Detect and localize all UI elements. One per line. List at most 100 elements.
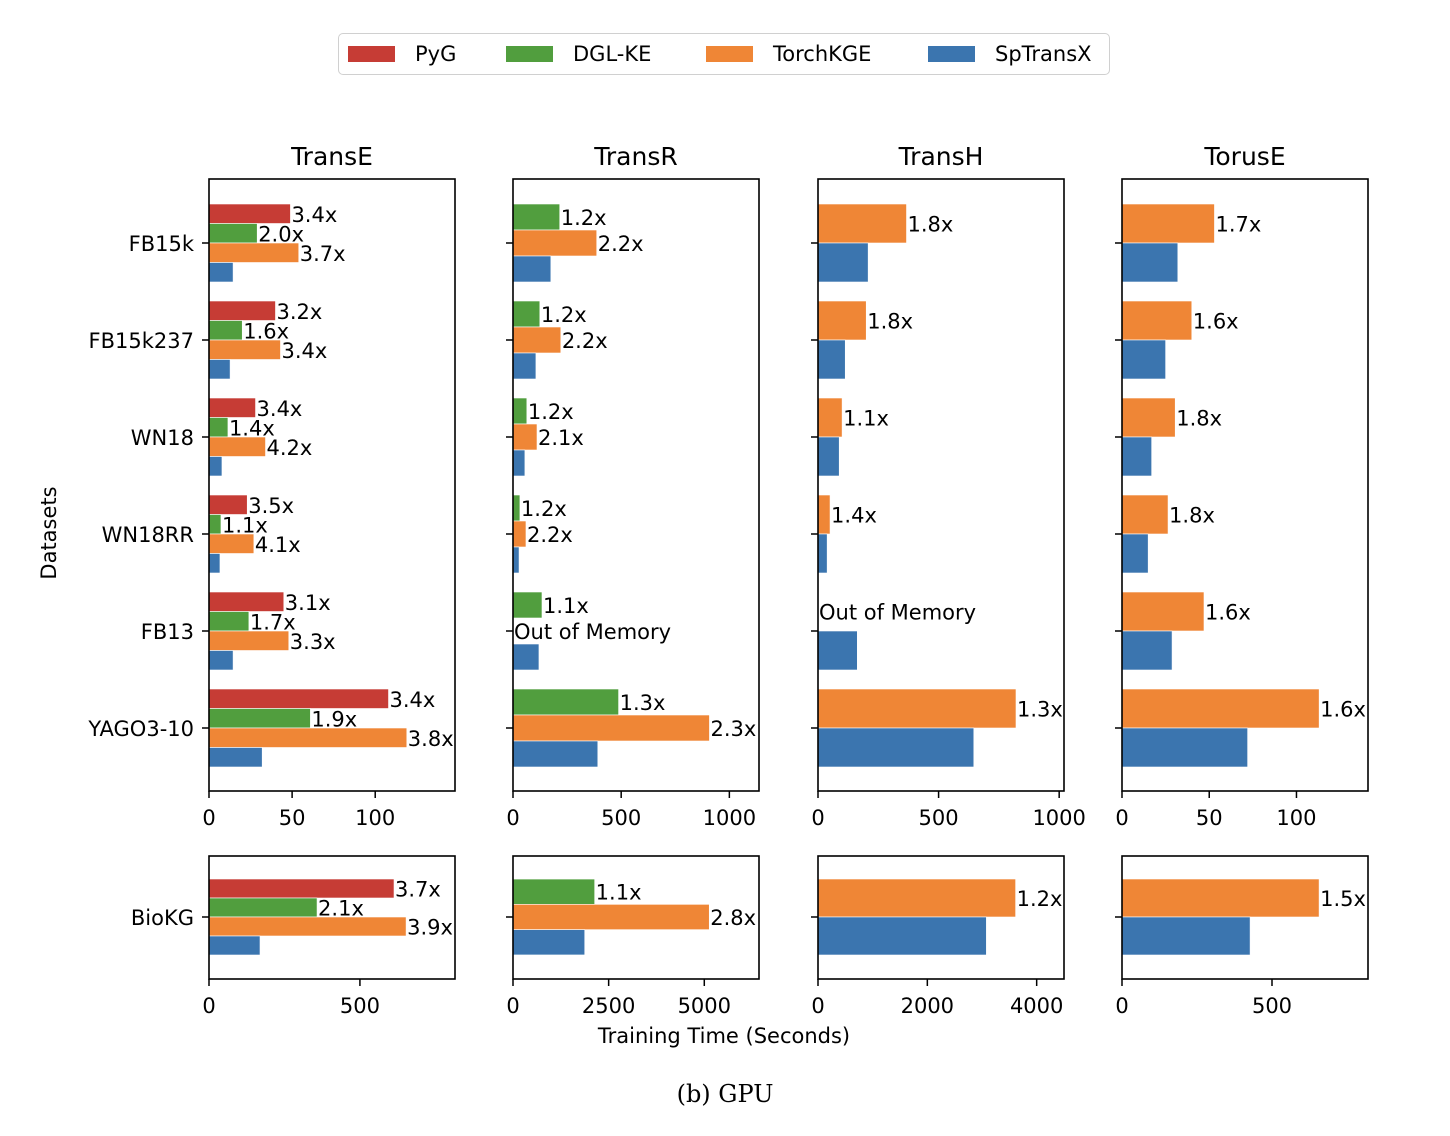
bar-torchkge-fb15k237-transr	[512, 326, 562, 354]
bar-sptransx-yago3-10-transh	[817, 727, 975, 768]
bar-sptransx-yago3-10-transr	[512, 740, 599, 768]
x-tick-label-50-toruse: 50	[1196, 806, 1223, 830]
legend-swatch-sptransx	[928, 46, 975, 62]
figure-caption: (b) GPU	[676, 1080, 774, 1108]
bar-torchkge-wn18-transr	[512, 423, 538, 451]
bar-torchkge-biokg-transh-biokg	[817, 878, 1016, 918]
data-label-torchkge-fb15k-toruse: 1.7x	[1215, 213, 1261, 237]
data-label-torchkge-wn18rr-transh: 1.4x	[831, 504, 877, 528]
bar-torchkge-wn18rr-toruse	[1121, 494, 1169, 535]
bar-sptransx-wn18-transh	[817, 436, 840, 477]
data-label-torchkge-fb15k237-transr: 2.2x	[562, 329, 608, 353]
bar-sptransx-wn18rr-toruse	[1121, 533, 1149, 574]
legend-label-torchkge: TorchKGE	[773, 42, 872, 66]
y-tick-label-fb13: FB13	[141, 620, 194, 644]
legend-label-sptransx: SpTransX	[995, 42, 1092, 66]
data-label-dgl-ke-yago3-10-transr: 1.3x	[620, 691, 666, 715]
bar-sptransx-wn18-transe	[208, 456, 223, 477]
bar-dgl-ke-fb15k237-transr	[512, 300, 541, 328]
bar-sptransx-biokg-toruse-biokg	[1121, 916, 1251, 956]
bar-torchkge-fb13-transe	[208, 630, 290, 651]
data-label-torchkge-wn18-transe: 4.2x	[267, 436, 313, 460]
bar-sptransx-yago3-10-transe	[208, 747, 263, 768]
bar-sptransx-wn18-transr	[512, 449, 526, 477]
data-label-torchkge-fb15k-transh: 1.8x	[908, 213, 954, 237]
data-label-torchkge-wn18rr-transr: 2.2x	[527, 523, 573, 547]
x-tick-label-500-toruse-biokg: 500	[1252, 994, 1292, 1018]
data-label-dgl-ke-fb15k237-transr: 1.2x	[541, 303, 587, 327]
data-label-torchkge-yago3-10-toruse: 1.6x	[1320, 698, 1366, 722]
legend-swatch-dglke	[506, 46, 553, 62]
x-tick-label-500-transh: 500	[919, 806, 959, 830]
data-label-dgl-ke-wn18-transe: 1.4x	[229, 416, 275, 440]
bar-torchkge-biokg-transr-biokg	[512, 904, 710, 930]
bar-sptransx-fb13-transh	[817, 630, 858, 671]
bar-dgl-ke-fb15k-transe	[208, 223, 258, 244]
bar-dgl-ke-yago3-10-transe	[208, 708, 311, 729]
bar-sptransx-fb15k237-transh	[817, 339, 846, 380]
data-label-torchkge-fb15k-transe: 3.7x	[300, 242, 346, 266]
x-tick-label-4000-transh-biokg: 4000	[1010, 994, 1063, 1018]
axes-frame-transh-biokg	[817, 855, 1065, 980]
x-tick-label-100-transe: 100	[355, 806, 395, 830]
data-label-dgl-ke-biokg-transr-biokg: 1.1x	[596, 881, 642, 905]
data-label-pyg-wn18-transe: 3.4x	[257, 397, 303, 421]
bar-torchkge-wn18rr-transr	[512, 520, 527, 548]
data-label-torchkge-fb13-toruse: 1.6x	[1205, 601, 1251, 625]
x-tick-label-50-transe: 50	[279, 806, 306, 830]
x-tick-label-0-transr-biokg: 0	[506, 994, 519, 1018]
data-label-pyg-fb15k-transe: 3.4x	[291, 203, 337, 227]
data-label-pyg-biokg-transe-biokg: 3.7x	[395, 878, 441, 902]
bar-sptransx-fb15k237-transr	[512, 352, 537, 380]
y-tick-label-wn18rr: WN18RR	[102, 523, 194, 547]
bar-dgl-ke-fb15k237-transe	[208, 320, 243, 341]
bar-dgl-ke-wn18-transe	[208, 417, 229, 438]
y-tick-label-wn18: WN18	[131, 426, 194, 450]
bar-pyg-biokg-transe-biokg	[208, 878, 395, 899]
data-label-torchkge-wn18-transr: 2.1x	[538, 426, 584, 450]
bar-sptransx-wn18rr-transh	[817, 533, 828, 574]
x-tick-label-5000-transr-biokg: 5000	[678, 994, 731, 1018]
data-label-torchkge-biokg-transh-biokg: 1.2x	[1017, 887, 1063, 911]
bar-pyg-wn18rr-transe	[208, 494, 248, 515]
bar-sptransx-wn18-toruse	[1121, 436, 1152, 477]
x-tick-label-0-transr: 0	[506, 806, 519, 830]
legend: PyG DGL-KE TorchKGE SpTransX	[338, 33, 1110, 75]
bar-torchkge-fb15k237-transh	[817, 300, 867, 341]
data-label-dgl-ke-fb15k237-transe: 1.6x	[243, 319, 289, 343]
bar-dgl-ke-fb15k-transr	[512, 203, 561, 231]
bar-sptransx-fb13-transe	[208, 650, 234, 671]
x-tick-label-100-toruse: 100	[1276, 806, 1316, 830]
bar-torchkge-fb15k237-transe	[208, 339, 281, 360]
data-label-dgl-ke-fb15k-transe: 2.0x	[258, 222, 304, 246]
panel-title-transh: TransH	[898, 142, 984, 171]
x-tick-label-2500-transr-biokg: 2500	[582, 994, 635, 1018]
bar-torchkge-wn18-transe	[208, 436, 266, 457]
data-label-torchkge-fb13-transe: 3.3x	[290, 630, 336, 654]
y-axis-label: Datasets	[37, 486, 61, 579]
data-label-dgl-ke-yago3-10-transe: 1.9x	[311, 707, 357, 731]
bar-torchkge-wn18rr-transh	[817, 494, 831, 535]
legend-label-pyg: PyG	[415, 42, 457, 66]
x-tick-label-500-transe-biokg: 500	[340, 994, 380, 1018]
x-tick-label-2000-transh-biokg: 2000	[901, 994, 954, 1018]
data-label-dgl-ke-wn18rr-transe: 1.1x	[222, 513, 268, 537]
data-label-dgl-ke-fb15k-transr: 1.2x	[561, 206, 607, 230]
bar-pyg-fb15k237-transe	[208, 300, 276, 321]
bar-torchkge-fb15k-transe	[208, 242, 300, 263]
bar-dgl-ke-biokg-transr-biokg	[512, 878, 595, 905]
bar-torchkge-yago3-10-transr	[512, 714, 710, 742]
bar-sptransx-fb13-transr	[512, 643, 540, 671]
legend-item-dglke: DGL-KE	[506, 42, 651, 66]
axes-frame-transe-biokg	[208, 855, 456, 980]
bar-sptransx-fb13-toruse	[1121, 630, 1173, 671]
bar-dgl-ke-fb13-transe	[208, 611, 250, 632]
data-label-torchkge-wn18-toruse: 1.8x	[1176, 407, 1222, 431]
bar-sptransx-fb15k237-toruse	[1121, 339, 1166, 380]
y-tick-label-yago3-10: YAGO3-10	[87, 717, 194, 741]
bar-sptransx-fb15k-transe	[208, 262, 234, 283]
data-label-pyg-wn18rr-transe: 3.5x	[248, 494, 294, 518]
oom-label-fb13-transh: Out of Memory	[819, 601, 976, 625]
panel-title-toruse: TorusE	[1203, 142, 1285, 171]
